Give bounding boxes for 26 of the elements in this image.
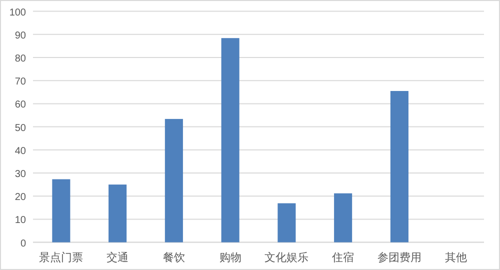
x-tick-label: 购物: [219, 251, 242, 264]
y-tick-label: 50: [14, 122, 26, 134]
bar: [334, 193, 352, 242]
bar: [390, 90, 408, 242]
bar: [278, 203, 296, 242]
x-tick-label: 文化娱乐: [264, 251, 309, 264]
x-tick-label: 其他: [444, 251, 467, 264]
y-tick-label: 90: [14, 30, 26, 42]
y-tick-label: 0: [20, 238, 26, 250]
y-tick-label: 100: [9, 7, 26, 18]
y-tick-label: 10: [14, 215, 26, 226]
x-tick-label: 参团费用: [377, 251, 422, 264]
y-tick-label: 80: [14, 54, 26, 64]
x-tick-label: 餐饮: [162, 251, 185, 264]
bar: [164, 118, 183, 242]
y-tick-label: 70: [14, 76, 26, 88]
bar: [221, 38, 240, 242]
y-tick-label: 30: [14, 169, 26, 180]
y-tick-label: 40: [14, 146, 26, 157]
y-tick-label: 20: [14, 192, 26, 204]
x-tick-label: 交通: [106, 251, 129, 264]
y-tick-label: 60: [14, 100, 26, 111]
x-tick-label: 住宿: [332, 251, 354, 264]
x-tick-label: 景点门票: [39, 251, 84, 264]
bar: [108, 184, 127, 242]
bar: [52, 179, 70, 242]
